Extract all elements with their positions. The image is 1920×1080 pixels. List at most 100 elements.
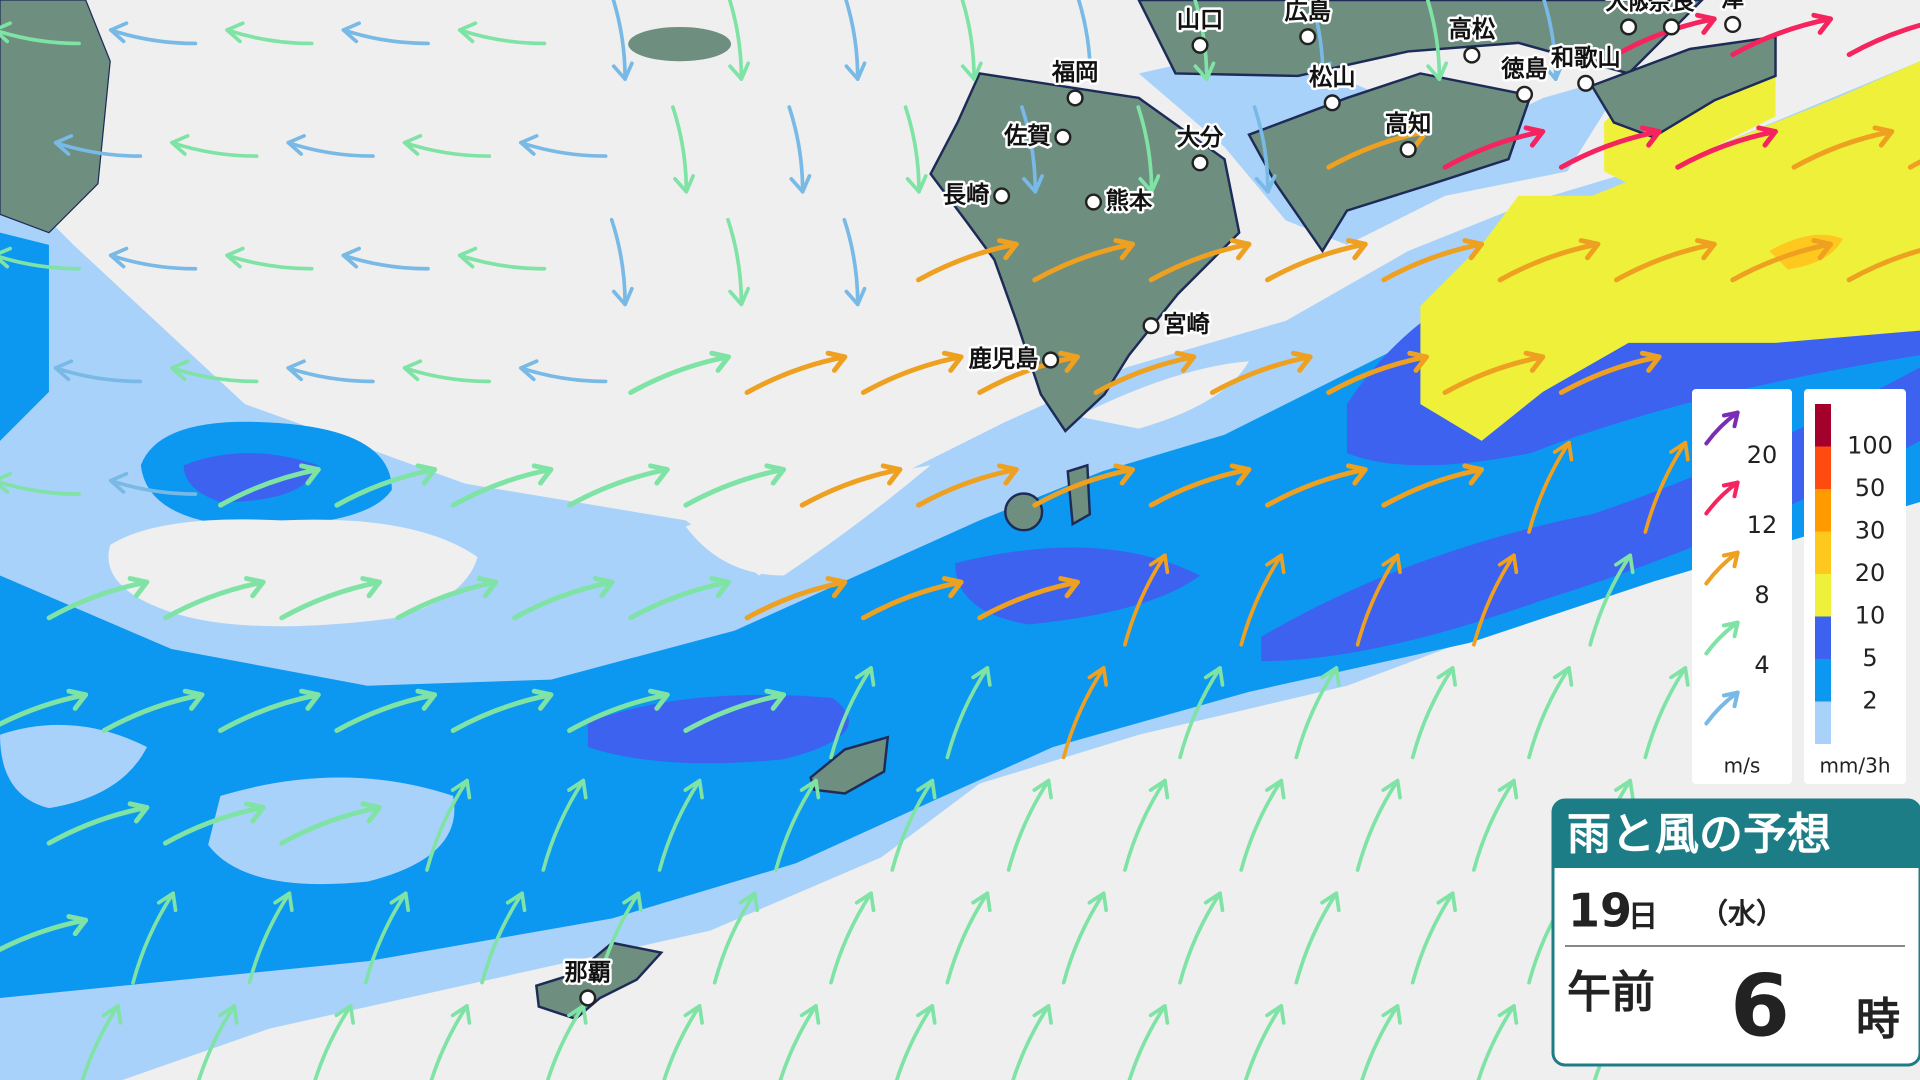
rain-legend-label: 100 bbox=[1847, 432, 1893, 460]
city-label: 佐賀 bbox=[1003, 123, 1051, 150]
wind-arrow bbox=[977, 579, 1080, 621]
wind-arrow-head bbox=[916, 1004, 937, 1025]
wind-arrow bbox=[1123, 778, 1167, 872]
wind-arrow-head bbox=[1552, 440, 1574, 462]
city-label: 津 bbox=[1721, 0, 1744, 13]
wind-arrow bbox=[225, 28, 314, 46]
wind-arrow-head bbox=[53, 359, 74, 382]
wind-arrow bbox=[1527, 666, 1571, 760]
wind-arrow bbox=[1613, 241, 1717, 283]
dry-area bbox=[685, 465, 931, 576]
wind-arrow bbox=[611, 0, 627, 81]
wind-arrow bbox=[1123, 553, 1167, 647]
wind-arrow-head bbox=[825, 350, 848, 373]
city-label: 松山 bbox=[1309, 64, 1356, 91]
wind-arrow bbox=[425, 778, 469, 872]
wind-arrow bbox=[0, 917, 89, 953]
wind-arrow bbox=[225, 253, 314, 271]
wind-arrow bbox=[53, 366, 143, 384]
city-dot bbox=[1724, 15, 1742, 34]
wind-legend-label: 8 bbox=[1754, 581, 1769, 609]
wind-arrow-head bbox=[341, 246, 361, 269]
wind-arrow-head bbox=[1022, 174, 1044, 194]
wind-arrow-head bbox=[1174, 350, 1197, 373]
wind-arrow-head bbox=[1497, 778, 1519, 800]
wind-arrow-head bbox=[156, 891, 178, 913]
wind-arrow bbox=[1178, 891, 1222, 985]
wind-arrow-head bbox=[611, 61, 634, 81]
wind-arrow-head bbox=[286, 134, 306, 156]
wind-arrow-head bbox=[1265, 778, 1286, 800]
wind-arrow bbox=[286, 366, 375, 384]
wind-arrow bbox=[1588, 553, 1633, 647]
wind-arrow bbox=[1425, 0, 1442, 81]
wind-arrow-head bbox=[108, 246, 129, 269]
city-dot bbox=[1399, 140, 1417, 158]
wind-arrow bbox=[402, 140, 492, 158]
wind-arrow-head bbox=[1193, 61, 1216, 81]
wind-arrow-head bbox=[531, 688, 554, 711]
city-dot bbox=[1299, 28, 1317, 46]
wind-arrow-head bbox=[1436, 666, 1457, 687]
wind-arrow bbox=[1497, 241, 1601, 283]
wind-arrow bbox=[519, 140, 608, 158]
wind-arrow bbox=[726, 217, 744, 307]
wind-arrow-head bbox=[182, 688, 205, 711]
wind-arrow-head bbox=[1426, 61, 1449, 81]
wind-arrow-head bbox=[1309, 61, 1332, 81]
wind-arrow bbox=[894, 1004, 935, 1080]
wind-arrow-head bbox=[1639, 125, 1662, 148]
wind-arrow bbox=[1558, 354, 1662, 395]
wind-arrow-head bbox=[1265, 553, 1286, 575]
wind-legend-label: 20 bbox=[1747, 441, 1778, 469]
rain-area-5mm bbox=[1261, 367, 1920, 662]
wind-arrow bbox=[1032, 467, 1136, 508]
rain-area-5mm bbox=[587, 694, 849, 764]
wind-arrow-head bbox=[1058, 350, 1080, 373]
wind-arrow bbox=[1846, 22, 1920, 58]
city-label: 高知 bbox=[1385, 110, 1432, 137]
wind-arrow bbox=[1239, 553, 1284, 647]
wind-arrow bbox=[662, 1004, 702, 1080]
wind-arrow-head bbox=[916, 778, 937, 800]
dry-area bbox=[1077, 361, 1249, 429]
dry-area bbox=[208, 777, 455, 885]
wind-arrow bbox=[945, 891, 990, 985]
wind-arrow bbox=[1527, 440, 1571, 534]
city-label: 山口 bbox=[1177, 6, 1224, 33]
rain-legend-label: 10 bbox=[1855, 602, 1886, 630]
wind-arrow bbox=[1410, 891, 1455, 985]
wind-arrow bbox=[341, 28, 430, 46]
city-label: 広島 bbox=[1285, 0, 1332, 25]
city-dot bbox=[1323, 94, 1341, 112]
panel-day: 19 bbox=[1568, 884, 1632, 938]
wind-arrow-head bbox=[1578, 238, 1601, 261]
rain-area-10mm bbox=[1420, 61, 1920, 441]
wind-arrow-head bbox=[1320, 666, 1341, 687]
wind-arrow-head bbox=[971, 666, 992, 687]
city-dot bbox=[1042, 351, 1060, 369]
wind-arrow-head bbox=[709, 576, 731, 599]
rain-legend-unit: mm/3h bbox=[1819, 754, 1890, 778]
wind-arrow-head bbox=[1138, 174, 1161, 194]
wind-arrow-head bbox=[728, 61, 751, 81]
panel-day-unit: 日 bbox=[1628, 900, 1658, 935]
wind-arrow bbox=[541, 778, 586, 872]
wind-arrow-head bbox=[225, 246, 245, 269]
wind-arrow bbox=[101, 692, 205, 733]
wind-legend: 20 12 8 4 m/s bbox=[1692, 389, 1792, 784]
wind-arrow bbox=[80, 1004, 120, 1080]
wind-arrow-head bbox=[476, 576, 499, 599]
wind-arrow bbox=[628, 579, 731, 621]
wind-arrow-head bbox=[1721, 410, 1740, 429]
honshu bbox=[1137, 0, 1704, 78]
wind-arrow bbox=[108, 253, 198, 271]
wind-arrow-head bbox=[101, 1004, 123, 1025]
wind-arrow bbox=[0, 692, 89, 727]
wind-arrow bbox=[511, 579, 615, 621]
tanegashima bbox=[1066, 463, 1092, 527]
wind-arrow bbox=[945, 666, 990, 760]
wind-arrow bbox=[1846, 248, 1920, 283]
wind-arrow-head bbox=[738, 891, 760, 913]
city-label: 奈良 bbox=[1647, 0, 1695, 15]
